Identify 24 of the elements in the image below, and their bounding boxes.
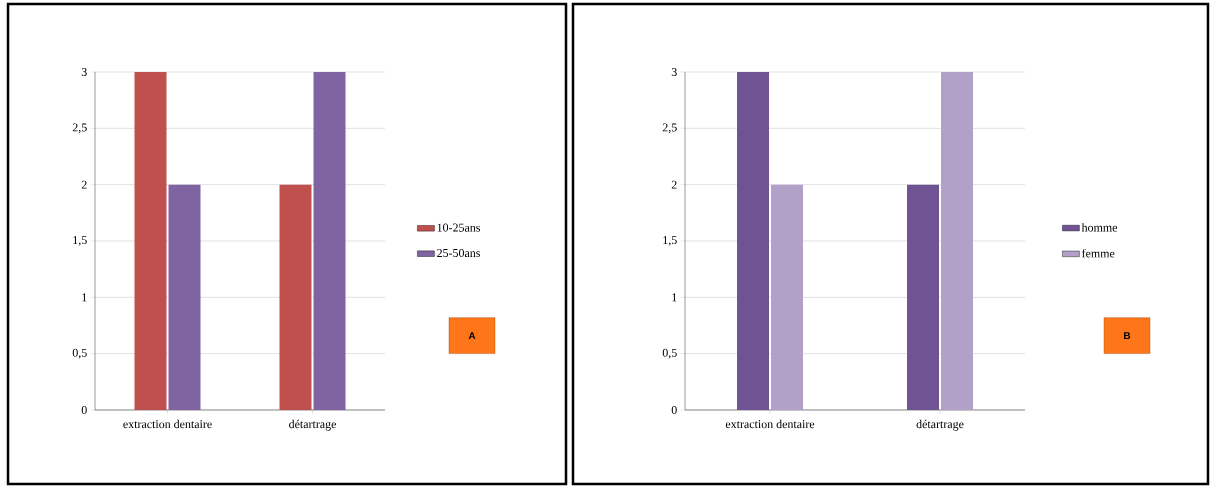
legend-label: femme xyxy=(1081,248,1115,258)
legend-label: 25-50ans xyxy=(437,248,480,258)
y-tick-label: 2,5 xyxy=(662,123,677,134)
y-tick-label: 0,5 xyxy=(662,348,677,359)
legend-label: 10-25ans xyxy=(437,223,480,232)
y-tick-label: 0 xyxy=(671,405,677,415)
y-tick-label: 2 xyxy=(671,180,677,189)
y-tick-label: 3 xyxy=(671,67,677,76)
text: A xyxy=(468,332,476,340)
y-tick-label: 1 xyxy=(672,293,677,302)
y-tick-label: 0 xyxy=(81,405,87,415)
x-tick-label: extraction dentaire xyxy=(123,419,212,429)
y-tick-label: 1,5 xyxy=(73,236,87,246)
x-tick-label: extraction dentaire xyxy=(725,419,815,429)
text: B xyxy=(1124,332,1131,340)
y-tick-label: 2 xyxy=(81,180,87,189)
x-tick-label: détartrage xyxy=(916,419,964,431)
x-tick-label: détartrage xyxy=(289,419,336,431)
y-tick-label: 3 xyxy=(81,67,87,76)
y-tick-label: 2,5 xyxy=(72,123,87,134)
legend-label: homme xyxy=(1081,223,1118,232)
y-tick-label: 0,5 xyxy=(72,348,87,359)
y-tick-label: 1,5 xyxy=(663,236,677,246)
y-tick-label: 1 xyxy=(82,293,87,302)
